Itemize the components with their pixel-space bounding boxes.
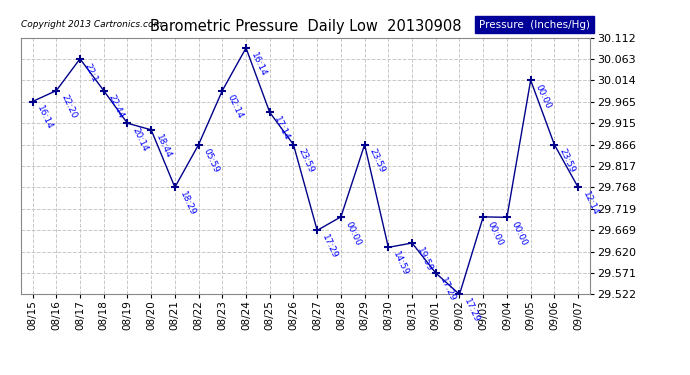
Text: 12:14: 12:14 (581, 190, 600, 217)
Text: 22:20: 22:20 (59, 93, 78, 120)
Text: 23:59: 23:59 (296, 147, 315, 174)
Text: 22:1: 22:1 (83, 62, 99, 83)
Text: 23:59: 23:59 (557, 147, 576, 174)
Text: 02:14: 02:14 (225, 93, 244, 120)
Text: 17:14: 17:14 (273, 115, 292, 142)
Text: 20:14: 20:14 (130, 126, 149, 153)
Text: 23:59: 23:59 (367, 147, 386, 174)
Title: Barometric Pressure  Daily Low  20130908: Barometric Pressure Daily Low 20130908 (150, 18, 461, 33)
Text: 00:00: 00:00 (533, 83, 553, 110)
Text: 19:59: 19:59 (415, 246, 434, 273)
Text: 00:00: 00:00 (344, 220, 363, 247)
Text: 17:29: 17:29 (462, 297, 482, 324)
Text: 18:44: 18:44 (154, 133, 173, 160)
Text: 14:59: 14:59 (391, 250, 410, 277)
Text: 16:14: 16:14 (249, 51, 268, 78)
Text: 22:44: 22:44 (106, 93, 126, 120)
Text: 00:00: 00:00 (486, 220, 505, 247)
Text: 17:29: 17:29 (320, 233, 339, 260)
Text: 05:59: 05:59 (201, 147, 221, 175)
Text: 18:29: 18:29 (177, 190, 197, 217)
Text: 17:29: 17:29 (439, 276, 457, 303)
Text: Copyright 2013 Cartronics.com: Copyright 2013 Cartronics.com (21, 20, 162, 28)
Text: Pressure  (Inches/Hg): Pressure (Inches/Hg) (479, 20, 590, 30)
Text: 00:00: 00:00 (510, 220, 529, 248)
Text: 16:14: 16:14 (35, 104, 55, 131)
